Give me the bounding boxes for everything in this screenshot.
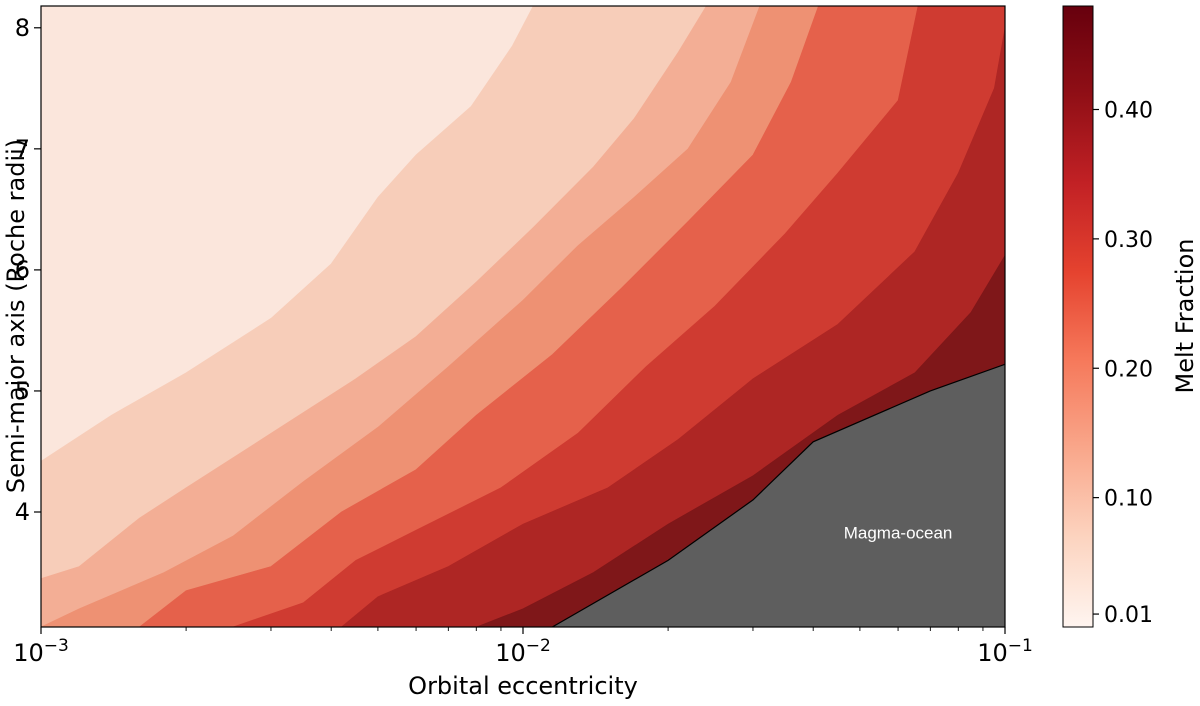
colorbar-tick-label: 0.01	[1104, 603, 1153, 628]
y-tick-label: 5	[15, 377, 30, 405]
plot-area	[41, 6, 1005, 627]
y-tick-label: 8	[15, 14, 30, 42]
magma-ocean-boundary	[552, 363, 1005, 627]
magma-ocean-label: Magma-ocean	[844, 524, 953, 543]
x-tick-label: 10−3	[13, 636, 69, 667]
x-axis-label: Orbital eccentricity	[408, 672, 638, 700]
colorbar-gradient	[1062, 5, 1094, 628]
colorbar-tick-label: 0.20	[1104, 357, 1153, 382]
magma-ocean-region	[552, 364, 1005, 627]
y-tick-label: 6	[15, 256, 30, 284]
colorbar-label: Melt Fraction	[1171, 239, 1199, 394]
colorbar-tick-label: 0.30	[1104, 228, 1153, 253]
y-axis: 4 5 6 7 8	[15, 14, 41, 526]
y-tick-label: 7	[15, 135, 30, 163]
colorbar: 0.01 0.10 0.20 0.30 0.40	[1062, 5, 1153, 628]
y-axis-label: Semi-major axis (Roche radii)	[2, 139, 30, 493]
x-tick-label: 10−1	[977, 636, 1033, 667]
y-tick-label: 4	[15, 498, 30, 526]
colorbar-tick-label: 0.40	[1104, 99, 1153, 124]
colorbar-tick-label: 0.10	[1104, 487, 1153, 512]
x-axis: 10−3 10−2 10−1	[13, 627, 1033, 667]
x-tick-label: 10−2	[495, 636, 551, 667]
